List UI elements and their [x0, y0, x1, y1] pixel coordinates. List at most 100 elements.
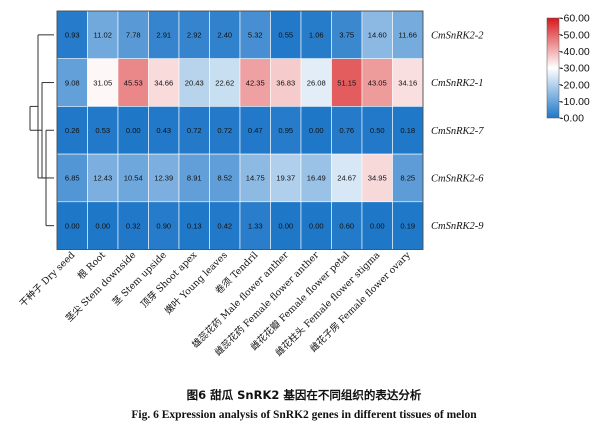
cell-value-label: 26.08: [307, 78, 326, 87]
cell-value-label: 0.60: [339, 221, 354, 230]
heatmap-cell: [392, 106, 424, 155]
cell-value-label: 8.25: [400, 174, 415, 183]
cell-value-label: 22.62: [215, 78, 234, 87]
heatmap-cell: [209, 153, 241, 203]
cell-value-label: 0.00: [278, 221, 293, 230]
cell-value-label: 0.00: [126, 126, 141, 135]
cell-value-label: 0.00: [309, 126, 324, 135]
cell-value-label: 0.18: [400, 126, 415, 135]
heatmap-cell: [148, 153, 180, 203]
cell-value-label: 0.42: [217, 221, 232, 230]
cell-value-label: 12.43: [93, 174, 112, 183]
row-label-cmsnrk2-1: CmSnRK2-1: [431, 78, 484, 89]
cell-value-label: 12.39: [154, 174, 173, 183]
heatmap-cell: [392, 10, 424, 60]
column-label: 顶芽 Shoot apex: [138, 249, 200, 311]
cell-value-label: 16.49: [307, 174, 326, 183]
heatmap-cells: 0.93 11.02 7.78 2.91 2.92 2.40 5.32 0.55 1.06 3.7…: [56, 10, 424, 250]
heatmap-cell: [331, 153, 363, 203]
row-dendrogram: [29, 34, 54, 227]
cell-value-label: 5.32: [248, 31, 263, 40]
cell-value-label: 34.66: [154, 78, 173, 87]
heatmap-cell: [270, 106, 302, 155]
cell-value-label: 11.02: [94, 31, 112, 40]
heatmap-cell: [392, 201, 424, 250]
cell-value-label: 3.75: [339, 31, 354, 40]
heatmap-cell: [300, 106, 332, 155]
cell-value-label: 0.95: [278, 126, 293, 135]
cell-value-label: 0.00: [370, 221, 385, 230]
heatmap-border: [56, 10, 424, 250]
cell-value-label: 51.15: [337, 78, 356, 87]
heatmap-cell: [239, 10, 271, 60]
cell-value-label: 0.55: [278, 31, 293, 40]
column-label: 茎 Stem upside: [110, 249, 169, 308]
heatmap-cell: [178, 58, 210, 107]
heatmap-cell: [178, 201, 210, 250]
color-scale-bar: [546, 17, 560, 119]
cell-value-label: 0.26: [65, 126, 80, 135]
heatmap-cell: [178, 153, 210, 203]
cell-value-label: 31.05: [93, 78, 112, 87]
heatmap-cell: [361, 106, 393, 155]
cell-value-label: 0.47: [248, 126, 263, 135]
heatmap-cell: [392, 153, 424, 203]
heatmap-cell: [87, 153, 119, 203]
cell-value-label: 14.75: [246, 174, 265, 183]
cell-value-label: 20.43: [185, 78, 204, 87]
cell-value-label: 2.91: [156, 31, 171, 40]
heatmap-cell: [87, 106, 119, 155]
cell-value-label: 0.76: [339, 126, 354, 135]
cell-value-label: 1.33: [248, 221, 263, 230]
color-scale-tick-label: -10.00: [560, 96, 590, 108]
heatmap-cell: [331, 10, 363, 60]
cell-value-label: 0.72: [217, 126, 232, 135]
heatmap-cell: [300, 201, 332, 250]
heatmap-cell: [56, 153, 88, 203]
row-label-cmsnrk2-6: CmSnRK2-6: [431, 173, 484, 184]
heatmap-cell: [331, 201, 363, 250]
cell-value-label: 9.08: [65, 78, 80, 87]
cell-value-label: 8.52: [217, 174, 232, 183]
cell-value-label: 7.78: [126, 31, 141, 40]
cell-value-label: 0.90: [156, 221, 171, 230]
heatmap-cell: [209, 58, 241, 107]
color-scale-tick-label: -40.00: [560, 46, 590, 58]
cell-value-label: 0.50: [370, 126, 385, 135]
heatmap-cell: [148, 58, 180, 107]
cell-value-label: 0.00: [65, 221, 80, 230]
cell-value-label: 19.37: [276, 174, 295, 183]
cell-value-label: 45.53: [124, 78, 143, 87]
heatmap-cell: [392, 58, 424, 107]
cell-value-label: 0.43: [156, 126, 171, 135]
cell-value-label: 1.06: [309, 31, 324, 40]
heatmap-cell: [361, 201, 393, 250]
cell-value-label: 6.85: [65, 174, 80, 183]
heatmap-cell: [56, 10, 88, 60]
column-label: 干种子 Dry seed: [17, 249, 77, 309]
heatmap-cell: [117, 201, 149, 250]
cell-value-label: 0.93: [65, 31, 80, 40]
heatmap-cell: [178, 106, 210, 155]
color-scale-tick-label: -30.00: [560, 63, 590, 75]
heatmap-cell: [300, 153, 332, 203]
cell-value-label: 8.91: [187, 174, 202, 183]
heatmap-cell: [148, 201, 180, 250]
color-scale-tick-label: -60.00: [560, 13, 590, 25]
cell-value-label: 11.66: [399, 31, 417, 40]
color-scale-tick-label: -50.00: [560, 29, 590, 41]
cell-value-label: 42.35: [246, 78, 265, 87]
heatmap-cell: [270, 58, 302, 107]
figure-caption-english: Fig. 6 Expression analysis of SnRK2 gene…: [131, 409, 477, 421]
cell-value-label: 2.92: [187, 31, 202, 40]
row-labels: CmSnRK2-2 CmSnRK2-1 CmSnRK2-7 CmSnRK2-6 CmSn…: [431, 30, 484, 232]
heatmap-cell: [239, 201, 271, 250]
row-label-cmsnrk2-2: CmSnRK2-2: [431, 30, 484, 41]
heatmap-cell: [361, 10, 393, 60]
color-scale-tick-label: -0.00: [560, 113, 584, 125]
cell-value-label: 36.83: [276, 78, 295, 87]
cell-value-label: 34.95: [368, 174, 387, 183]
color-scale-legend: -60.00 -50.00 -40.00 -30.00 -20.00 -10.00 -0.0…: [546, 13, 590, 125]
